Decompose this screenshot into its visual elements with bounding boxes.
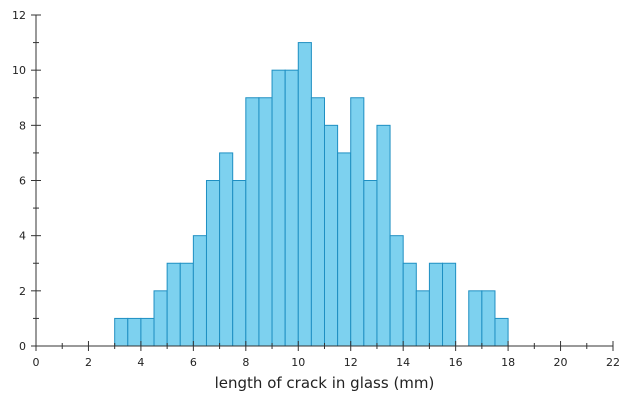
histogram-bar: [324, 124, 339, 347]
x-tick-label: 18: [501, 356, 515, 369]
histogram-bar: [284, 69, 299, 347]
x-tick-label: 22: [606, 356, 619, 369]
y-tick-label: 0: [19, 340, 26, 353]
x-tick-label: 14: [396, 356, 410, 369]
x-axis-title: length of crack in glass (mm): [215, 374, 435, 392]
histogram-bar: [350, 97, 365, 347]
histogram-bar: [179, 262, 194, 347]
y-tick-label: 12: [12, 9, 26, 22]
y-tick-label: 2: [19, 285, 26, 298]
x-tick-label: 2: [85, 356, 92, 369]
x-tick-label: 0: [33, 356, 40, 369]
histogram-bar: [232, 180, 247, 347]
histogram-bar: [140, 317, 155, 347]
histogram-bar: [442, 262, 457, 347]
histogram-bar: [337, 152, 352, 347]
histogram-bar: [363, 180, 378, 347]
bars-group: [114, 42, 509, 347]
y-tick-label: 10: [12, 64, 26, 77]
histogram-bar: [310, 97, 325, 347]
histogram-bar: [245, 97, 260, 347]
histogram-bar: [114, 317, 129, 347]
histogram-bar: [153, 290, 168, 347]
histogram-bar: [415, 290, 430, 347]
x-tick-label: 20: [554, 356, 568, 369]
histogram-bar: [376, 124, 391, 347]
histogram-bar: [166, 262, 181, 347]
histogram-bar: [297, 42, 312, 347]
x-tick-label: 8: [242, 356, 249, 369]
histogram-bar: [192, 235, 207, 347]
y-ticks-group: 0 2 4 6 8 10 12: [12, 9, 41, 353]
histogram-bar: [205, 180, 221, 347]
x-ticks-group: 0 2 4 6 8 10 12 14 16 18 20 22: [33, 341, 619, 369]
histogram-bar: [389, 235, 404, 347]
x-tick-label: 10: [291, 356, 305, 369]
histogram-bar: [127, 317, 142, 347]
histogram-bar: [258, 97, 273, 347]
y-tick-label: 8: [19, 119, 26, 132]
y-tick-label: 6: [19, 175, 26, 188]
x-tick-label: 16: [449, 356, 463, 369]
histogram-bar: [271, 69, 286, 347]
x-tick-label: 12: [344, 356, 358, 369]
x-tick-label: 6: [190, 356, 197, 369]
histogram-bar: [481, 290, 496, 347]
x-tick-label: 4: [137, 356, 144, 369]
y-tick-label: 4: [19, 230, 26, 243]
histogram-bar: [494, 317, 509, 347]
histogram-bar: [468, 290, 483, 347]
histogram-bar: [428, 262, 444, 347]
histogram-bar: [402, 262, 417, 347]
histogram-bar: [219, 152, 234, 347]
